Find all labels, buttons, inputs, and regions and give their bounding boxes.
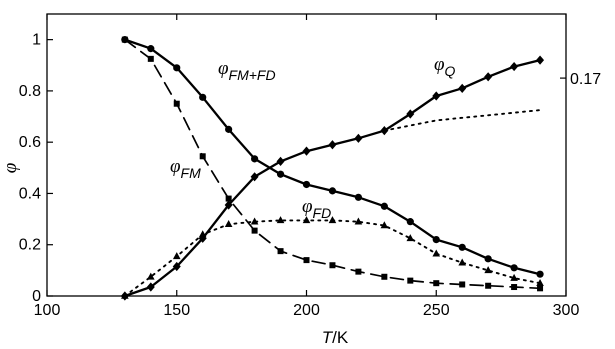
data-point-diamond	[302, 146, 311, 156]
data-point-triangle	[224, 220, 233, 228]
label-phi-fm: φFM	[170, 156, 201, 181]
label-phi-fm-phi: φ	[170, 156, 181, 177]
data-point-triangle	[302, 216, 311, 224]
data-point-diamond	[250, 172, 259, 182]
data-point-square	[407, 277, 414, 284]
data-point-square	[537, 285, 544, 292]
data-point-triangle	[354, 217, 363, 225]
data-point-circle	[510, 264, 518, 272]
data-point-circle	[458, 243, 466, 251]
data-point-triangle	[510, 273, 518, 281]
data-point-triangle	[198, 230, 207, 238]
data-point-circle	[199, 93, 207, 101]
data-point-circle	[354, 193, 362, 201]
label-phi-q: φQ	[434, 54, 456, 79]
data-point-square	[511, 284, 518, 291]
data-point-diamond	[380, 126, 389, 136]
data-point-triangle	[172, 252, 181, 260]
data-point-square	[277, 248, 284, 255]
label-phi-fm-fd-sub: FM+FD	[229, 67, 276, 83]
x-tick-label: 100	[34, 302, 61, 319]
data-point-triangle	[432, 249, 441, 257]
data-point-square	[485, 282, 492, 289]
data-point-circle	[173, 64, 181, 72]
data-point-triangle	[250, 217, 259, 225]
data-point-circle	[406, 218, 414, 226]
data-point-square	[355, 268, 362, 275]
label-phi-fm-fd: φFM+FD	[218, 58, 276, 83]
label-phi-fd-phi: φ	[302, 196, 313, 217]
data-point-square	[147, 55, 154, 62]
label-phi-fm-fd-phi: φ	[218, 58, 229, 79]
x-axis-label-var: T	[322, 328, 334, 347]
data-point-diamond	[354, 133, 363, 143]
data-point-triangle	[276, 216, 285, 224]
data-point-square	[303, 257, 310, 264]
data-point-diamond	[406, 109, 415, 119]
data-point-circle	[380, 202, 388, 210]
data-point-circle	[536, 270, 544, 278]
data-point-triangle	[121, 291, 129, 299]
data-point-square	[251, 227, 258, 234]
y-tick-label: 1	[32, 32, 41, 49]
label-phi-q-phi: φ	[434, 54, 445, 75]
series-line-3	[123, 38, 541, 290]
data-point-circle	[276, 170, 285, 178]
y-tick-label: 0.8	[19, 83, 41, 100]
y-tick-label: 0.2	[19, 237, 41, 254]
data-point-diamond	[146, 282, 155, 292]
label-phi-fd: φFD	[302, 196, 331, 221]
data-point-diamond	[172, 261, 181, 272]
data-point-square	[459, 281, 466, 288]
data-point-circle	[484, 255, 492, 263]
x-tick-label: 300	[553, 302, 580, 319]
y-tick-label: 0	[32, 288, 41, 305]
data-point-diamond	[224, 200, 233, 210]
data-point-square	[381, 273, 388, 280]
data-point-circle	[147, 45, 155, 53]
right-axis-tick-label: 0.17	[570, 71, 601, 88]
data-point-diamond	[536, 55, 545, 65]
series-line-2	[383, 109, 541, 132]
x-axis-label: T/K	[322, 328, 349, 347]
data-point-circle	[225, 125, 233, 133]
data-point-diamond	[458, 83, 467, 93]
data-point-triangle	[406, 234, 415, 242]
data-point-diamond	[328, 140, 337, 150]
data-point-square	[199, 153, 206, 160]
data-point-square	[121, 36, 128, 43]
data-point-triangle	[328, 216, 337, 224]
data-point-triangle	[380, 221, 389, 229]
data-point-diamond	[432, 91, 441, 101]
data-point-triangle	[458, 258, 466, 266]
data-point-square	[433, 280, 440, 287]
data-point-circle	[251, 155, 259, 163]
y-tick-label: 0.4	[19, 185, 41, 202]
data-point-square	[225, 195, 232, 202]
y-axis-label: φ	[0, 163, 21, 174]
data-point-triangle	[147, 272, 155, 280]
label-phi-q-sub: Q	[445, 63, 456, 79]
x-axis-label-unit: /K	[332, 328, 349, 347]
x-tick-label: 150	[163, 302, 190, 319]
y-tick-label: 0.6	[19, 134, 41, 151]
x-tick-label: 200	[293, 302, 320, 319]
data-point-circle	[328, 187, 337, 195]
data-point-square	[329, 262, 336, 269]
label-phi-fm-sub: FM	[181, 165, 202, 181]
data-point-circle	[432, 236, 440, 244]
data-point-diamond	[484, 72, 493, 82]
data-point-triangle	[484, 266, 492, 274]
data-point-diamond	[276, 156, 285, 167]
label-phi-fd-sub: FD	[313, 205, 332, 221]
data-point-square	[173, 100, 180, 107]
x-tick-label: 250	[423, 302, 450, 319]
data-point-triangle	[536, 278, 544, 286]
data-point-diamond	[510, 61, 519, 72]
data-point-circle	[302, 180, 311, 189]
series-line-0	[123, 38, 542, 276]
